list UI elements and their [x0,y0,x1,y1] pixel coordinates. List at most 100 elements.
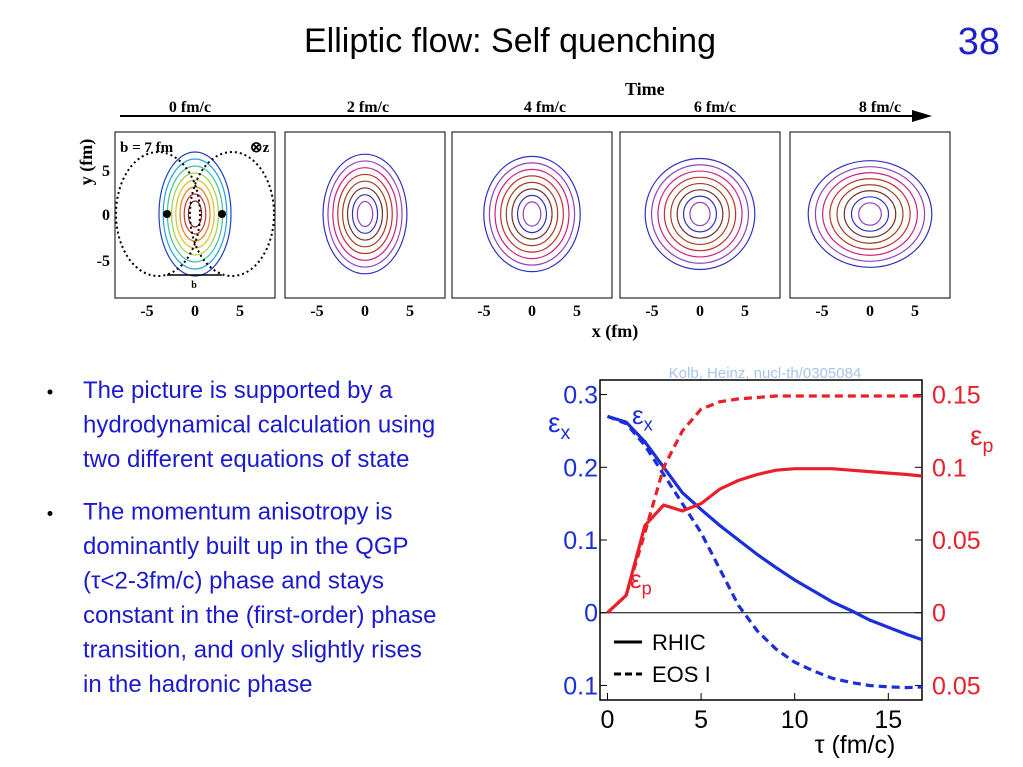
impact-label: b = 7 fm [120,140,174,156]
bullet-line: The picture is supported by a [83,377,393,404]
contour [650,164,750,264]
b-label: b [191,280,197,291]
page-number: 38 [958,21,1000,63]
x-tick-label: 5 [911,303,919,320]
z-label: ⊗z [250,140,270,156]
contour [505,181,559,247]
y-tick-label: 0 [102,207,110,224]
bullet-line: The momentum anisotropy is [83,499,392,526]
annotation-symbol: ε [632,400,644,430]
contour [356,200,374,228]
bullet-line: hydrodynamical calculation using [83,412,435,439]
contour [807,160,933,268]
contour [850,196,890,232]
x-tick-label: 5 [236,303,244,320]
contour [351,194,379,234]
bullet-line: in the hadronic phase [83,671,313,698]
y-tick-label: 0.3 [563,382,598,410]
x-axis-label: τ (fm/c) [815,731,896,759]
contour [511,188,553,240]
x-tick-label: -5 [310,303,323,320]
contour [522,201,542,227]
x-tick-label: 0 [696,303,704,320]
y2-axis-label-symbol: ε [970,420,982,451]
time-label: Time [625,79,665,99]
y-axis-label: y (fm) [76,139,97,185]
contour [175,179,215,249]
x-tick-label: 0 [866,303,874,320]
contour [829,178,911,250]
y2-tick-label: 0.05 [932,527,981,555]
contour [516,194,548,234]
y2-tick-label: 0.15 [932,382,981,410]
annotation: εp [630,564,652,599]
contour [682,195,718,233]
y2-axis-label-subscript: p [982,435,993,457]
time-tick: 0 fm/c [169,99,211,116]
slide-title: Elliptic flow: Self quenching [304,22,716,60]
time-tick: 4 fm/c [524,99,566,116]
contour [822,172,918,256]
y2-tick-label: 0.05 [932,672,981,700]
bullet-line: dominantly built up in the QGP [83,533,409,560]
contour [342,180,388,248]
contour [346,187,384,241]
x-tick-label: 0 [361,303,369,320]
contour [488,162,576,266]
contour [327,160,403,268]
y2-tick-label: 0 [932,600,946,628]
panel [451,131,613,299]
contour [858,202,882,226]
y-tick-label: 5 [102,163,110,180]
bullets: The picture is supported by a hydrodynami… [47,377,437,698]
contour [500,175,564,253]
time-tick: 8 fm/c [859,99,901,116]
x-tick-label: 5 [694,706,708,734]
contour [494,168,570,260]
x-tick-label: 10 [781,706,809,734]
x-tick-label: -5 [815,303,828,320]
bullet-line: two different equations of state [83,446,409,473]
bullet-dot [47,389,53,395]
contour [322,153,408,275]
annotation-subscript: p [642,579,652,599]
bullet-line: constant in the (first-order) phase [83,602,437,629]
contour [836,184,904,244]
legend-label: RHIC [652,630,706,655]
bullet-line: (τ<2-3fm/c) phase and stays [83,568,384,595]
contour [843,190,897,238]
contour [183,193,207,235]
panel [114,131,276,299]
contour [670,182,730,246]
bullet-dot [47,511,53,516]
x-tick-label: 0 [191,303,199,320]
contour [158,151,232,277]
contour [644,157,756,271]
y-tick-label: 0.1 [563,527,598,555]
panel [619,131,781,299]
y-tick-label: 0 [584,600,598,628]
y2-tick-label: 0.1 [932,454,967,482]
contour [676,189,724,239]
annotation: εx [632,400,653,435]
citation: Kolb, Heinz, nucl-th/0305084 [669,365,862,382]
y-tick-label: 0.2 [563,454,598,482]
contour [814,166,926,262]
panel [284,131,446,299]
annotation-subscript: x [644,415,653,435]
data-line [606,414,923,690]
y-tick-label: 0.1 [563,672,598,700]
data-line [606,394,922,614]
x-tick-label: 0 [601,706,615,734]
contour [187,200,203,228]
contour [657,170,743,258]
contour [332,167,398,261]
x-tick-label: 5 [573,303,581,320]
panel [789,131,951,299]
x-tick-label: 15 [874,706,902,734]
contour [337,173,393,255]
time-arrowhead [912,110,932,122]
y2-axis-label: εp [970,420,993,457]
